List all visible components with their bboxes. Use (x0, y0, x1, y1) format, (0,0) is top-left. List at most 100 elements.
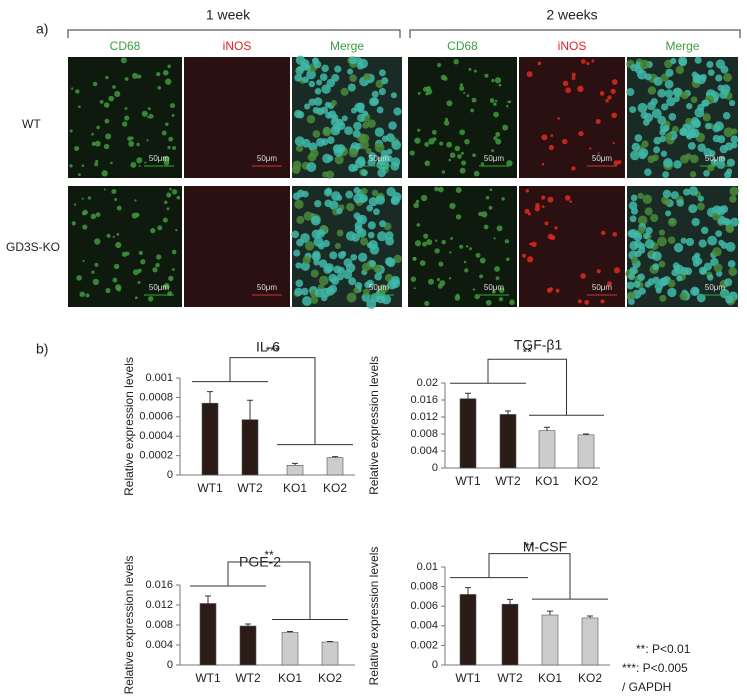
cell (557, 117, 560, 120)
cell (156, 254, 162, 260)
cell (501, 197, 505, 201)
y-tick-label: 0.006 (410, 600, 438, 612)
cell (493, 111, 499, 118)
error-bar (507, 598, 513, 605)
cell (628, 273, 636, 281)
cell (521, 253, 527, 258)
cell (369, 244, 380, 255)
cell (601, 230, 606, 236)
cell (346, 202, 355, 212)
cell (631, 142, 640, 152)
cell (363, 73, 371, 81)
cell (417, 91, 421, 95)
cell (367, 158, 376, 167)
significance-bracket (190, 561, 348, 620)
cell (94, 140, 101, 147)
cell (680, 266, 689, 276)
cell (374, 127, 385, 137)
cell (459, 129, 466, 136)
cell (95, 159, 99, 163)
cell (81, 197, 84, 200)
cell (591, 59, 595, 63)
cell (718, 239, 725, 246)
cell (449, 152, 456, 158)
y-tick-label: 0.008 (410, 428, 438, 440)
x-tick-label: WT2 (497, 671, 523, 685)
group-bracket (67, 29, 741, 38)
cell (92, 81, 98, 87)
cell (120, 57, 127, 64)
cell (577, 85, 584, 93)
cell (428, 138, 435, 145)
cell (637, 192, 644, 200)
cell (132, 72, 139, 79)
cell (130, 136, 134, 140)
cell (99, 99, 104, 104)
cell (440, 74, 447, 81)
cell (391, 275, 400, 285)
error-bar (245, 623, 251, 626)
cell (85, 293, 90, 298)
error-bar (583, 433, 589, 435)
y-tick-label: 0.004 (410, 620, 438, 632)
cell (356, 215, 364, 223)
cell (385, 133, 395, 143)
bar (241, 419, 259, 476)
cell (630, 194, 638, 202)
x-tick-label: KO1 (538, 671, 562, 685)
cell (541, 205, 545, 208)
cell (647, 155, 656, 164)
cell (134, 296, 138, 300)
cell (571, 72, 576, 77)
bar (501, 603, 519, 666)
cell (485, 299, 492, 306)
cell (168, 275, 174, 282)
error-bar (247, 399, 253, 420)
cell (378, 87, 386, 96)
cell (684, 129, 694, 139)
cell (167, 145, 171, 150)
cell (373, 264, 382, 273)
cell (628, 201, 638, 210)
x-tick-label: WT1 (455, 671, 481, 685)
cell (103, 188, 106, 191)
cell (670, 57, 677, 65)
cell (660, 277, 669, 286)
cell (319, 73, 328, 81)
cell (694, 107, 705, 118)
cell (502, 124, 509, 131)
significance: ** (525, 540, 535, 554)
cell (424, 160, 431, 167)
cell (414, 240, 422, 247)
cell (571, 76, 576, 81)
cell (423, 233, 429, 239)
cell (546, 287, 552, 293)
cell (370, 293, 380, 303)
cell (727, 260, 736, 268)
cell (724, 142, 734, 151)
error-bar (205, 595, 211, 604)
error-bar (292, 462, 298, 466)
cell (691, 217, 700, 227)
cell (718, 155, 726, 163)
micrograph (184, 57, 290, 178)
error-bar (207, 391, 213, 404)
cell (660, 150, 668, 157)
cell (417, 128, 421, 132)
cell (367, 221, 376, 230)
cell (535, 202, 540, 208)
cell (325, 187, 333, 195)
cell (391, 140, 402, 150)
group-label: 2 weeks (546, 7, 597, 23)
cell (294, 73, 303, 82)
cell (605, 98, 609, 103)
bar (459, 398, 477, 469)
cell (473, 69, 477, 73)
cell (132, 269, 139, 276)
cell (730, 135, 739, 144)
cell (330, 99, 337, 107)
y-tick-label: 0 (167, 659, 173, 671)
cell (112, 277, 118, 283)
cell (316, 137, 326, 147)
scale-bar-label: 50μm (369, 283, 390, 292)
